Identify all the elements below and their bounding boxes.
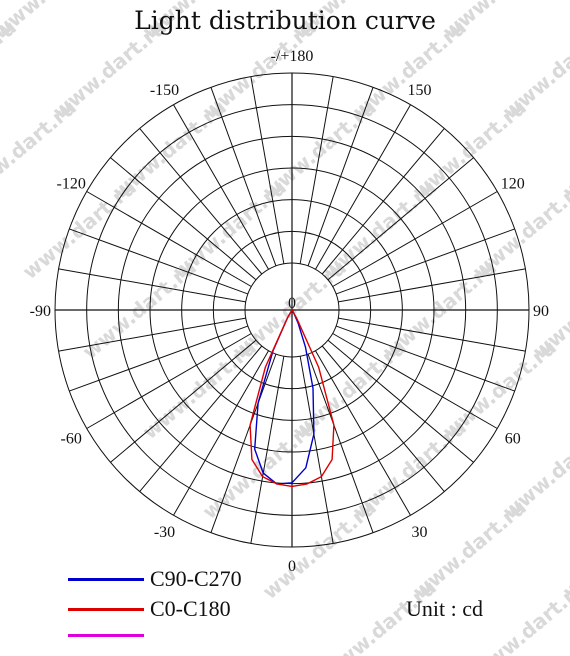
legend-label-c0: C0-C180: [150, 596, 231, 621]
legend-item-c90: C90-C270: [68, 566, 242, 592]
angle-label: 60: [505, 431, 521, 448]
grid-spoke: [338, 317, 526, 352]
angle-label: -/+180: [271, 48, 314, 65]
grid-spoke: [327, 157, 474, 281]
grid-spoke: [250, 356, 285, 544]
grid-spoke: [299, 76, 334, 264]
grid-spoke: [332, 333, 498, 429]
grid-spoke: [86, 333, 252, 429]
unit-label: Unit : cd: [406, 596, 483, 621]
curves-layer: [249, 309, 335, 488]
grid-spoke: [307, 87, 374, 267]
legend-swatch-red: [68, 607, 144, 611]
grid-spoke: [58, 317, 246, 352]
grid-spoke: [69, 228, 249, 295]
legend-item-c0: C0-C180: [68, 596, 231, 622]
series-curve-1: [249, 309, 335, 488]
legend-swatch-blue: [68, 577, 144, 581]
grid-spoke: [139, 345, 263, 492]
grid-spoke: [338, 268, 526, 303]
watermark-text: www.dart.ru: [198, 415, 321, 524]
grid-spoke: [335, 228, 515, 295]
polar-grid: [54, 72, 530, 548]
legend-label-c90: C90-C270: [150, 566, 242, 591]
grid-spoke: [173, 104, 269, 270]
grid-spoke: [315, 104, 411, 270]
grid-spoke: [332, 191, 498, 287]
angle-label: 90: [533, 303, 549, 320]
grid-spoke: [299, 356, 334, 544]
angle-label: 120: [501, 176, 525, 193]
series-curve-0: [254, 309, 315, 485]
grid-spoke: [321, 128, 445, 275]
grid-spoke: [321, 345, 445, 492]
watermark-text: www.dart.ru: [468, 575, 570, 656]
angle-label: 150: [408, 82, 432, 99]
grid-spoke: [58, 268, 246, 303]
grid-spoke: [250, 76, 285, 264]
grid-spoke: [335, 325, 515, 392]
grid-spoke: [315, 350, 411, 516]
grid-spoke: [210, 87, 277, 267]
grid-spoke: [210, 353, 277, 533]
grid-spoke: [139, 128, 263, 275]
angle-tick-labels: -/+180 -150 150 -120 120 -90 90 -60 60 -30 30 0 0: [30, 48, 549, 575]
grid-spoke: [69, 325, 249, 392]
center-label: 0: [288, 295, 296, 312]
grid-spoke: [110, 157, 257, 281]
grid-spoke: [327, 339, 474, 463]
grid-spoke: [86, 191, 252, 287]
angle-label: -90: [30, 303, 51, 320]
grid-spoke: [173, 350, 269, 516]
chart-title: Light distribution curve: [134, 6, 436, 35]
angle-label: -120: [57, 176, 86, 193]
grid-spoke: [110, 339, 257, 463]
angle-label: -60: [61, 431, 82, 448]
legend-swatch-magenta: [68, 633, 144, 637]
watermark-text: www.dart.ru: [258, 495, 381, 604]
angle-label: 0: [288, 558, 296, 575]
angle-label: 30: [412, 524, 428, 541]
angle-label: -30: [154, 524, 175, 541]
legend-item-magenta: [68, 622, 150, 648]
angle-label: -150: [150, 82, 179, 99]
grid-spoke: [307, 353, 374, 533]
